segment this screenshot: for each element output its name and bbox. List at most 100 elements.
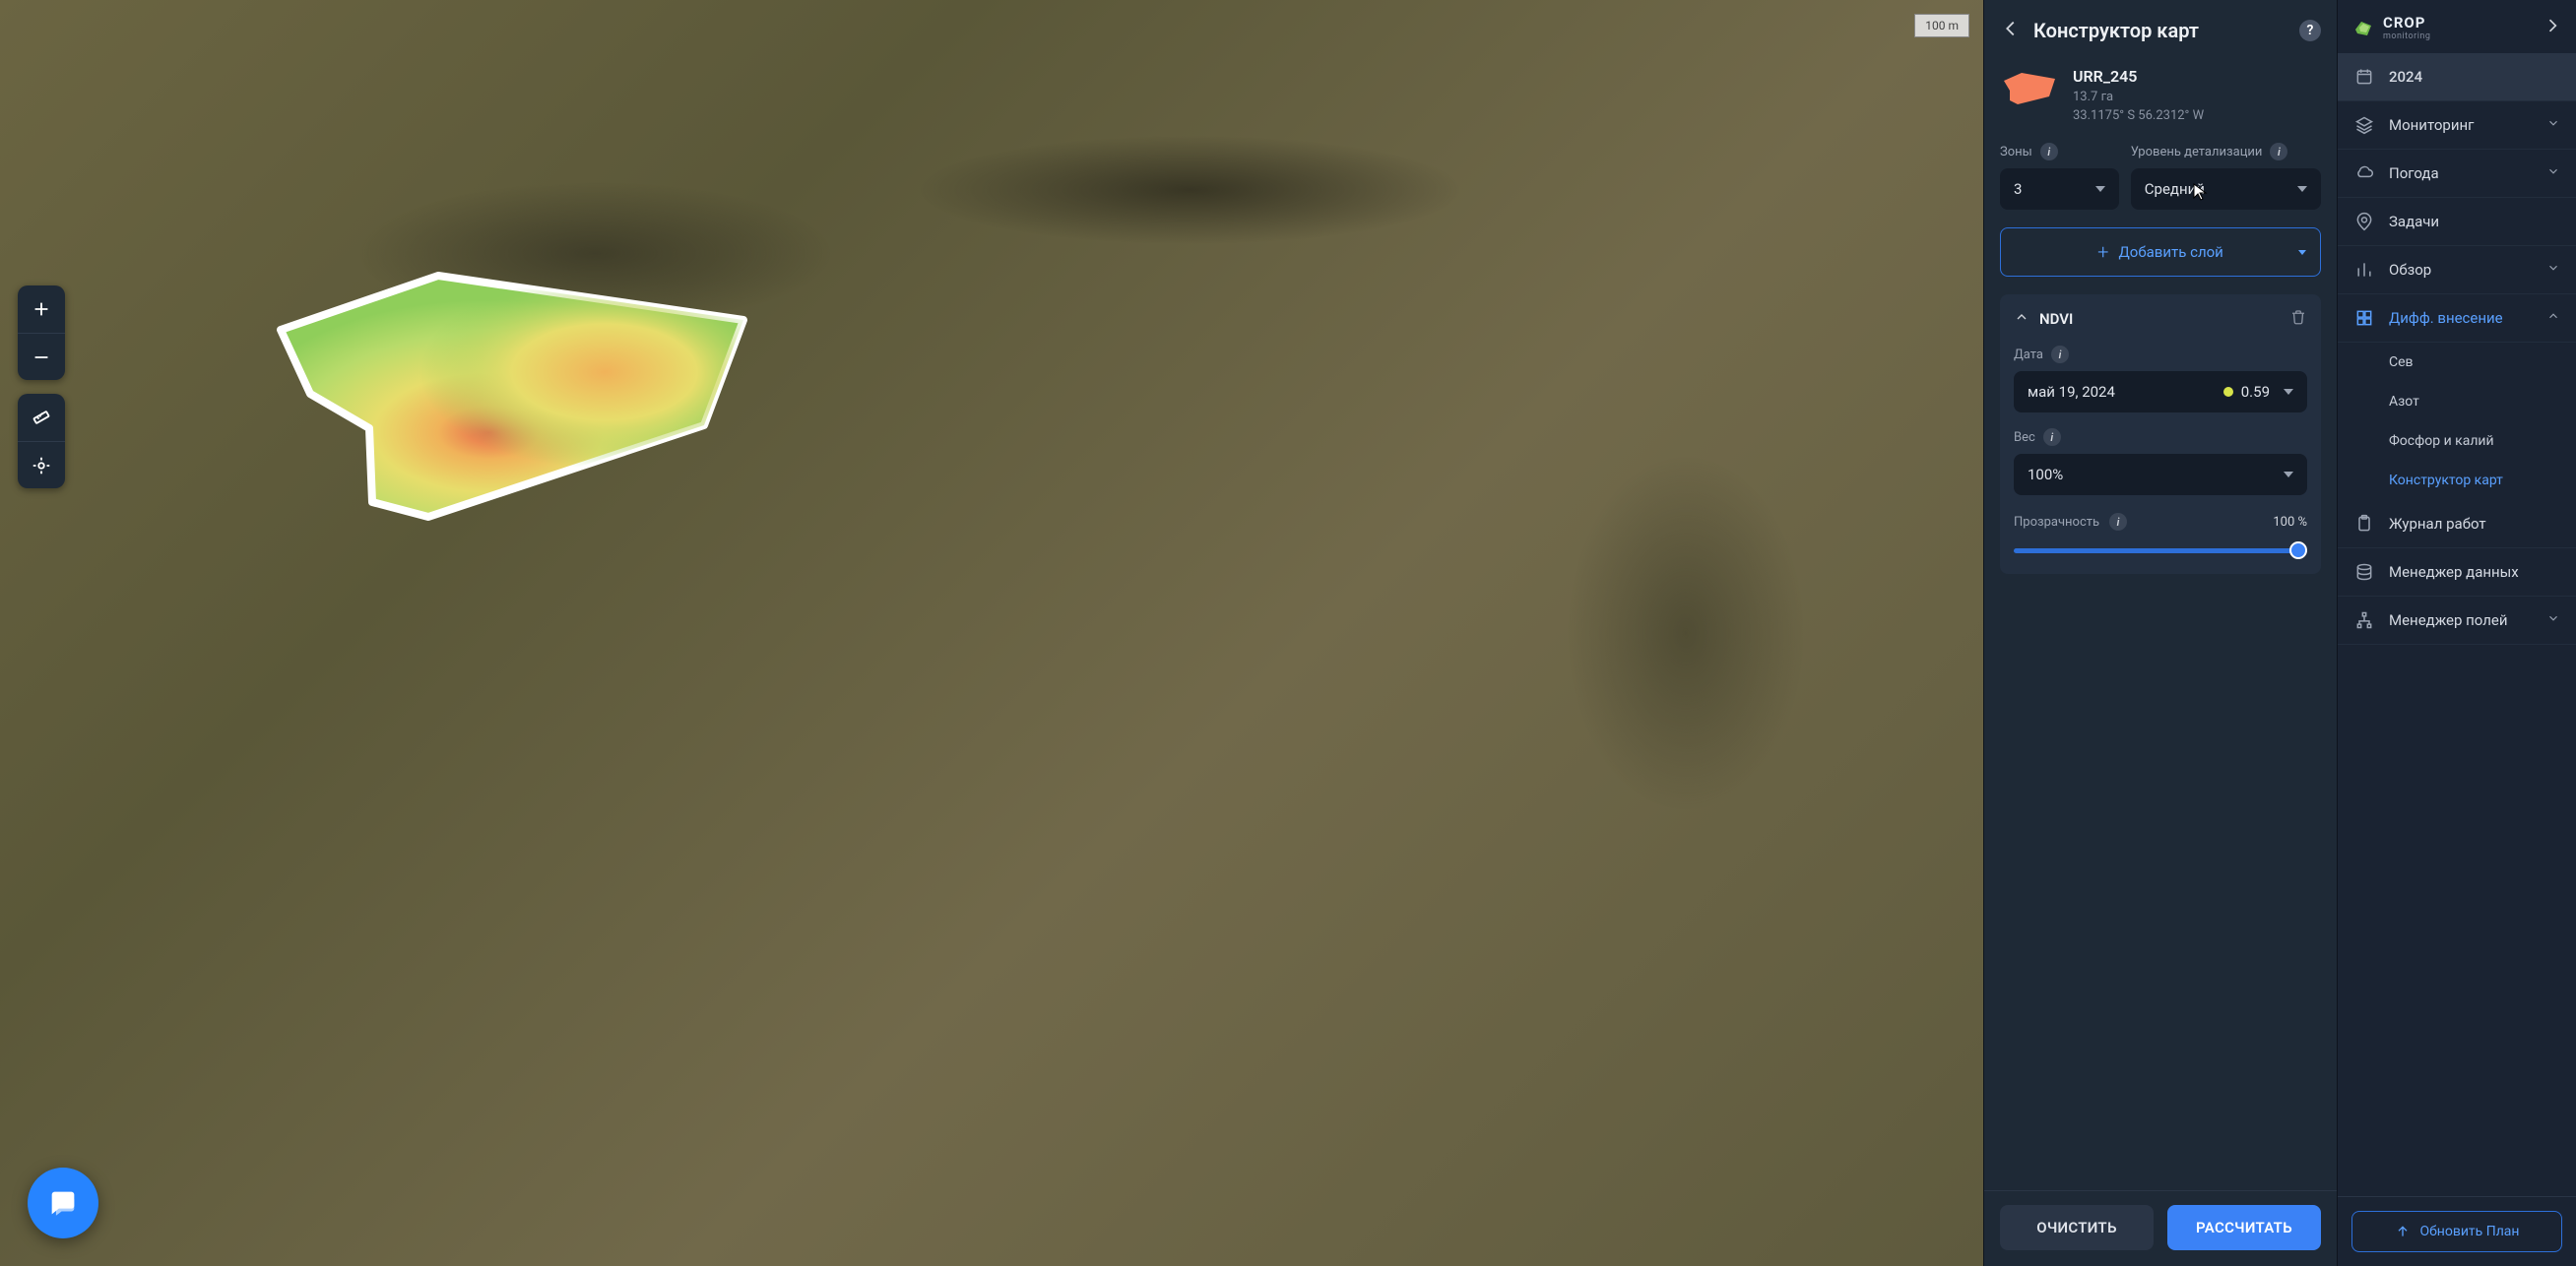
brand-logo: CROP monitoring xyxy=(2351,14,2535,41)
zones-value: 3 xyxy=(2014,180,2022,198)
help-icon[interactable]: ? xyxy=(2299,20,2321,41)
locate-button[interactable] xyxy=(18,441,65,488)
nav-item-datamgr[interactable]: Менеджер данных xyxy=(2338,548,2576,597)
panel-footer: ОЧИСТИТЬ РАССЧИТАТЬ xyxy=(1984,1190,2337,1266)
back-button[interactable] xyxy=(2000,18,2022,43)
zoom-in-button[interactable] xyxy=(18,285,65,333)
chevron-down-icon xyxy=(2095,186,2105,192)
nav-item-overview[interactable]: Обзор xyxy=(2338,246,2576,294)
date-label: Дата i xyxy=(2014,346,2307,363)
opacity-slider[interactable] xyxy=(2014,540,2307,560)
collapse-nav-button[interactable] xyxy=(2543,16,2562,39)
field-area: 13.7 га xyxy=(2073,90,2204,104)
nav-top: CROP monitoring xyxy=(2338,0,2576,53)
nav-item-label: Менеджер данных xyxy=(2389,563,2560,581)
bars-icon xyxy=(2353,260,2375,280)
zoom-out-button[interactable] xyxy=(18,333,65,380)
nav-item-tasks[interactable]: Задачи xyxy=(2338,198,2576,246)
year-selector[interactable]: 2024 xyxy=(2338,53,2576,101)
field-heatmap-overlay xyxy=(256,256,768,551)
date-select[interactable]: май 19, 2024 0.59 xyxy=(2014,371,2307,412)
info-icon[interactable]: i xyxy=(2043,428,2061,446)
tree-icon xyxy=(2353,610,2375,630)
chevron-down-icon xyxy=(2298,250,2306,255)
collapse-toggle[interactable] xyxy=(2014,309,2029,329)
weight-value: 100% xyxy=(2028,466,2063,483)
brand-sub: monitoring xyxy=(2383,32,2430,41)
nav-item-log[interactable]: Журнал работ xyxy=(2338,500,2576,548)
weight-select[interactable]: 100% xyxy=(2014,454,2307,495)
update-plan-button[interactable]: Обновить План xyxy=(2351,1211,2562,1252)
measure-button[interactable] xyxy=(18,394,65,441)
map-scale-bar: 100 m xyxy=(1914,14,1969,37)
opacity-value: 100 % xyxy=(2273,515,2307,530)
info-icon[interactable]: i xyxy=(2051,346,2069,363)
nav-list: 2024 Мониторинг Погода Задачи Обзор Дифф. вн… xyxy=(2338,53,2576,1196)
nav-sub-builder[interactable]: Конструктор карт xyxy=(2338,461,2576,500)
chat-fab-button[interactable] xyxy=(28,1168,98,1238)
map-area[interactable]: 100 m xyxy=(0,0,1983,1266)
layer-card: NDVI Дата i май 19, 2024 0.59 xyxy=(2000,294,2321,574)
chevron-down-icon xyxy=(2284,389,2293,395)
chevron-down-icon xyxy=(2546,261,2560,279)
nav-item-diff[interactable]: Дифф. внесение xyxy=(2338,294,2576,343)
right-nav: CROP monitoring 2024 Мониторинг Погода Зад… xyxy=(2338,0,2576,1266)
info-icon[interactable]: i xyxy=(2109,513,2127,531)
app-root: 100 m xyxy=(0,0,2576,1266)
detail-value: Средний xyxy=(2145,180,2205,198)
field-info: URR_245 13.7 га 33.1175° S 56.2312° W xyxy=(1984,57,2337,141)
zones-select[interactable]: 3 xyxy=(2000,168,2119,210)
nav-item-label: Мониторинг xyxy=(2389,116,2533,134)
nav-item-label: Задачи xyxy=(2389,213,2560,230)
calculate-button[interactable]: РАССЧИТАТЬ xyxy=(2167,1205,2321,1250)
detail-select[interactable]: Средний xyxy=(2131,168,2321,210)
database-icon xyxy=(2353,562,2375,582)
nav-sub-nitrogen[interactable]: Азот xyxy=(2338,382,2576,421)
chevron-down-icon xyxy=(2546,164,2560,182)
clipboard-icon xyxy=(2353,514,2375,534)
pin-icon xyxy=(2353,212,2375,231)
index-dot-icon xyxy=(2223,387,2233,397)
zoom-group xyxy=(18,285,65,380)
info-icon[interactable]: i xyxy=(2270,143,2287,160)
calendar-icon xyxy=(2353,67,2375,87)
layer-name: NDVI xyxy=(2039,310,2280,328)
nav-item-label: Менеджер полей xyxy=(2389,611,2533,629)
index-value: 0.59 xyxy=(2241,383,2270,401)
update-plan-label: Обновить План xyxy=(2420,1224,2520,1239)
nav-sub-pk[interactable]: Фосфор и калий xyxy=(2338,421,2576,461)
chevron-down-icon xyxy=(2284,472,2293,477)
field-name: URR_245 xyxy=(2073,67,2204,86)
nav-item-label: Обзор xyxy=(2389,261,2533,279)
brand-name: CROP xyxy=(2383,14,2430,32)
add-layer-button[interactable]: + Добавить слой xyxy=(2000,227,2321,277)
map-controls xyxy=(18,285,65,488)
nav-item-label: Дифф. внесение xyxy=(2389,309,2533,327)
chevron-down-icon xyxy=(2546,611,2560,629)
panel-body: Зоны i 3 Уровень детализации i Средний xyxy=(1984,141,2337,1190)
panel-header: Конструктор карт ? xyxy=(1984,0,2337,57)
slider-thumb[interactable] xyxy=(2289,541,2307,559)
clear-button[interactable]: ОЧИСТИТЬ xyxy=(2000,1205,2154,1250)
field-meta: URR_245 13.7 га 33.1175° S 56.2312° W xyxy=(2073,67,2204,123)
nav-item-monitoring[interactable]: Мониторинг xyxy=(2338,101,2576,150)
chevron-down-icon xyxy=(2297,186,2307,192)
nav-footer: Обновить План xyxy=(2338,1196,2576,1266)
logo-icon xyxy=(2351,16,2375,39)
chevron-down-icon xyxy=(2546,116,2560,134)
grid-icon xyxy=(2353,308,2375,328)
year-label: 2024 xyxy=(2389,68,2560,86)
layers-icon xyxy=(2353,115,2375,135)
nav-item-weather[interactable]: Погода xyxy=(2338,150,2576,198)
delete-layer-button[interactable] xyxy=(2289,308,2307,330)
side-panel: Конструктор карт ? URR_245 13.7 га 33.11… xyxy=(1983,0,2338,1266)
nav-sub-sow[interactable]: Сев xyxy=(2338,343,2576,382)
plus-icon: + xyxy=(2097,240,2108,264)
cloud-icon xyxy=(2353,163,2375,183)
info-icon[interactable]: i xyxy=(2040,143,2058,160)
nav-item-label: Погода xyxy=(2389,164,2533,182)
weight-label: Вес i xyxy=(2014,428,2307,446)
opacity-label: Прозрачность xyxy=(2014,515,2099,530)
nav-item-fieldmgr[interactable]: Менеджер полей xyxy=(2338,597,2576,645)
chevron-up-icon xyxy=(2546,309,2560,327)
